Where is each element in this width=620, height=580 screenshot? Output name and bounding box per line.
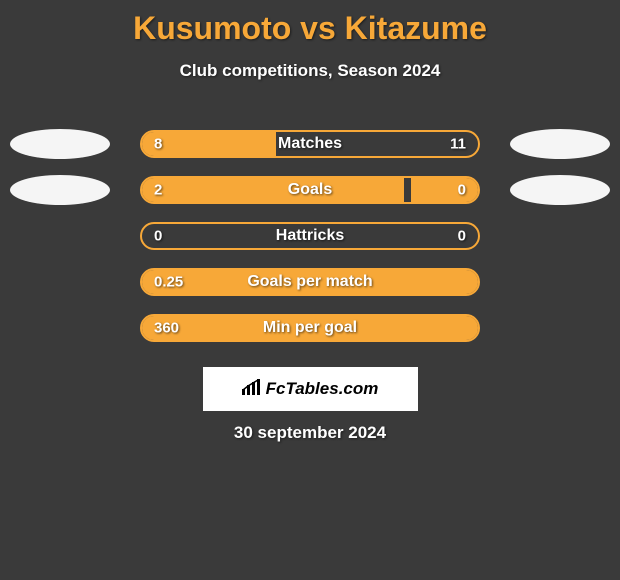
subtitle: Club competitions, Season 2024: [0, 61, 620, 81]
stat-label: Matches: [278, 135, 342, 153]
page-title: Kusumoto vs Kitazume: [0, 10, 620, 47]
stat-value-left: 2: [154, 182, 162, 199]
stat-value-left: 0: [154, 228, 162, 245]
stat-row: Matches 8 11: [0, 121, 620, 167]
stat-label: Goals: [288, 181, 332, 199]
stat-value-right: 0: [458, 228, 466, 245]
stat-bar: Hattricks 0 0: [140, 222, 480, 250]
stat-value-left: 8: [154, 136, 162, 153]
stat-value-right: 0: [458, 182, 466, 199]
bar-fill-right: [411, 178, 478, 202]
logo-text: FcTables.com: [266, 379, 379, 399]
avatar-left: [10, 129, 110, 159]
avatar-right: [510, 129, 610, 159]
stat-label: Hattricks: [276, 227, 344, 245]
stat-label: Goals per match: [247, 273, 372, 291]
stat-label: Min per goal: [263, 319, 357, 337]
stats-list: Matches 8 11 Goals 2 0 Hattricks 0 0 Goals per ma…: [0, 121, 620, 351]
comparison-card: Kusumoto vs Kitazume Club competitions, …: [0, 0, 620, 453]
chart-icon: [242, 379, 262, 400]
stat-row: Goals 2 0: [0, 167, 620, 213]
date-text: 30 september 2024: [0, 423, 620, 443]
stat-row: Min per goal 360: [0, 305, 620, 351]
avatar-right: [510, 175, 610, 205]
stat-row: Hattricks 0 0: [0, 213, 620, 259]
stat-value-right: 11: [450, 136, 466, 153]
stat-value-left: 360: [154, 320, 179, 337]
stat-bar: Matches 8 11: [140, 130, 480, 158]
logo-box[interactable]: FcTables.com: [203, 367, 418, 411]
avatar-left: [10, 175, 110, 205]
stat-bar: Goals per match 0.25: [140, 268, 480, 296]
bar-fill-left: [142, 178, 404, 202]
stat-row: Goals per match 0.25: [0, 259, 620, 305]
stat-value-left: 0.25: [154, 274, 183, 291]
stat-bar: Goals 2 0: [140, 176, 480, 204]
stat-bar: Min per goal 360: [140, 314, 480, 342]
